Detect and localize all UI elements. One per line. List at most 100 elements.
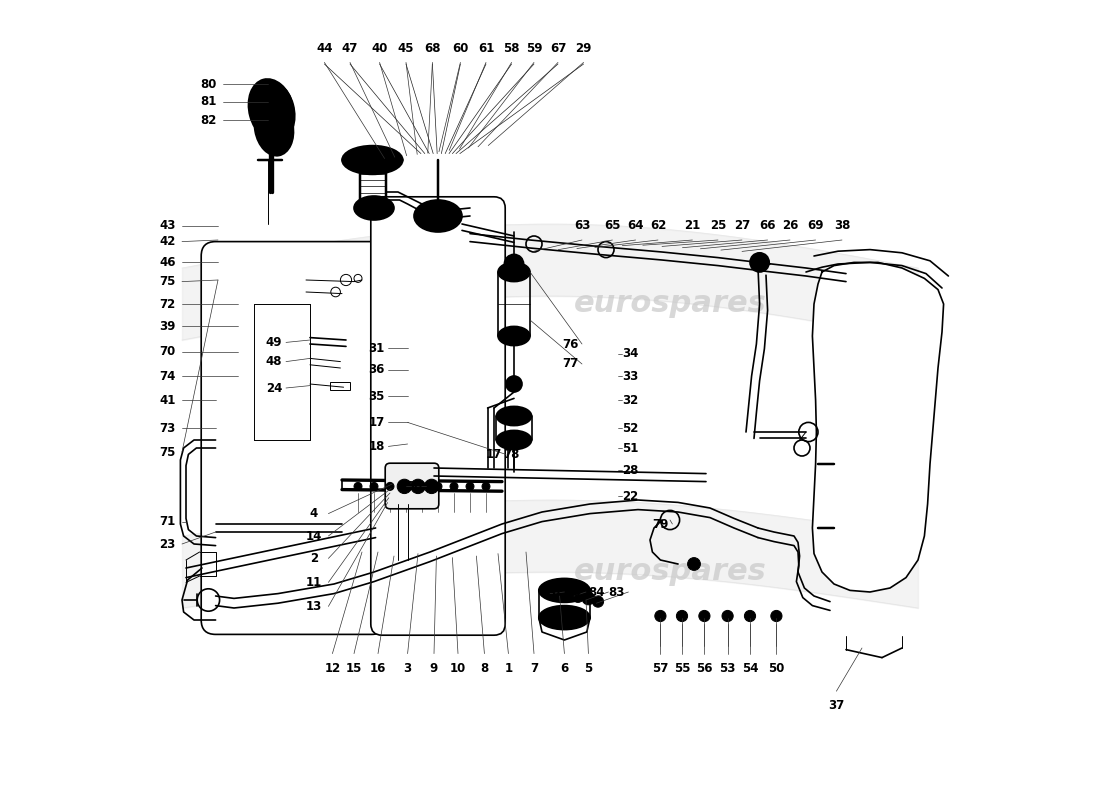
Text: 48: 48 <box>266 355 283 368</box>
Circle shape <box>466 482 474 490</box>
Text: 17: 17 <box>368 416 385 429</box>
Text: eurospares: eurospares <box>270 558 462 586</box>
Text: 67: 67 <box>550 42 566 54</box>
Circle shape <box>450 482 458 490</box>
Text: 63: 63 <box>574 219 591 232</box>
Text: 80: 80 <box>200 78 217 90</box>
Text: 26: 26 <box>782 219 799 232</box>
Text: 11: 11 <box>306 576 322 589</box>
Text: 75: 75 <box>160 446 176 458</box>
Text: 24: 24 <box>266 382 283 394</box>
Circle shape <box>397 479 411 494</box>
Text: 9: 9 <box>430 662 438 674</box>
Ellipse shape <box>414 200 462 232</box>
Circle shape <box>750 253 769 272</box>
Circle shape <box>418 482 426 490</box>
Circle shape <box>434 482 442 490</box>
Text: 4: 4 <box>310 507 318 520</box>
Text: 36: 36 <box>368 363 385 376</box>
Text: eurospares: eurospares <box>270 290 462 318</box>
Circle shape <box>593 596 604 607</box>
Text: 2: 2 <box>310 552 318 565</box>
Text: 25: 25 <box>710 219 726 232</box>
Text: 38: 38 <box>834 219 850 232</box>
Text: 3: 3 <box>404 662 411 674</box>
Text: 1: 1 <box>504 662 513 674</box>
Text: 17: 17 <box>486 448 502 461</box>
Text: 35: 35 <box>368 390 385 402</box>
Text: 29: 29 <box>575 42 592 54</box>
Text: 34: 34 <box>621 347 638 360</box>
Circle shape <box>370 482 378 490</box>
Text: 83: 83 <box>608 586 625 598</box>
Text: 84: 84 <box>588 586 605 598</box>
Circle shape <box>654 610 666 622</box>
Text: 46: 46 <box>160 256 176 269</box>
Text: 59: 59 <box>526 42 542 54</box>
Text: 14: 14 <box>306 530 322 542</box>
Text: 10: 10 <box>450 662 466 674</box>
Text: 6: 6 <box>560 662 569 674</box>
Ellipse shape <box>496 430 531 450</box>
Ellipse shape <box>254 100 294 156</box>
Text: 66: 66 <box>759 219 775 232</box>
Text: eurospares: eurospares <box>573 290 767 318</box>
Text: 68: 68 <box>425 42 441 54</box>
Circle shape <box>745 610 756 622</box>
Text: eurospares: eurospares <box>573 558 767 586</box>
Text: 28: 28 <box>621 464 638 477</box>
Text: 51: 51 <box>621 442 638 454</box>
Text: 53: 53 <box>719 662 736 674</box>
Text: 76: 76 <box>562 338 579 350</box>
Circle shape <box>505 254 524 274</box>
Text: 74: 74 <box>160 370 176 382</box>
Text: 58: 58 <box>504 42 520 54</box>
Text: 56: 56 <box>696 662 713 674</box>
Text: 15: 15 <box>345 662 362 674</box>
Circle shape <box>506 376 522 392</box>
Text: 8: 8 <box>481 662 488 674</box>
Circle shape <box>386 482 394 490</box>
Text: 31: 31 <box>368 342 385 354</box>
Text: 18: 18 <box>368 440 385 453</box>
Text: 49: 49 <box>266 336 283 349</box>
Circle shape <box>722 610 734 622</box>
Circle shape <box>354 482 362 490</box>
Text: 42: 42 <box>160 235 176 248</box>
Text: 62: 62 <box>650 219 667 232</box>
Text: 7: 7 <box>530 662 538 674</box>
Circle shape <box>676 610 688 622</box>
Text: 27: 27 <box>734 219 750 232</box>
Text: 82: 82 <box>200 114 217 126</box>
Text: 50: 50 <box>768 662 784 674</box>
Text: 71: 71 <box>160 515 176 528</box>
Ellipse shape <box>498 262 530 282</box>
Text: 21: 21 <box>684 219 701 232</box>
Circle shape <box>402 482 410 490</box>
Text: 44: 44 <box>316 42 332 54</box>
Ellipse shape <box>255 81 293 127</box>
Circle shape <box>425 479 439 494</box>
Text: 12: 12 <box>324 662 341 674</box>
Ellipse shape <box>342 146 403 174</box>
Text: 57: 57 <box>652 662 669 674</box>
Circle shape <box>698 610 710 622</box>
Text: 41: 41 <box>160 394 176 406</box>
FancyBboxPatch shape <box>371 197 505 635</box>
Text: 20: 20 <box>544 586 561 598</box>
Circle shape <box>582 592 595 605</box>
Text: 23: 23 <box>160 538 176 550</box>
Ellipse shape <box>354 196 394 220</box>
Text: 30: 30 <box>406 480 422 493</box>
Text: 54: 54 <box>741 662 758 674</box>
Text: 81: 81 <box>200 95 217 108</box>
Text: 37: 37 <box>828 699 845 712</box>
Text: 65: 65 <box>604 219 620 232</box>
Text: 33: 33 <box>621 370 638 382</box>
Text: 39: 39 <box>160 320 176 333</box>
Ellipse shape <box>496 406 531 426</box>
Text: 72: 72 <box>160 298 176 310</box>
FancyBboxPatch shape <box>201 242 386 634</box>
Text: 64: 64 <box>627 219 644 232</box>
Circle shape <box>482 482 490 490</box>
